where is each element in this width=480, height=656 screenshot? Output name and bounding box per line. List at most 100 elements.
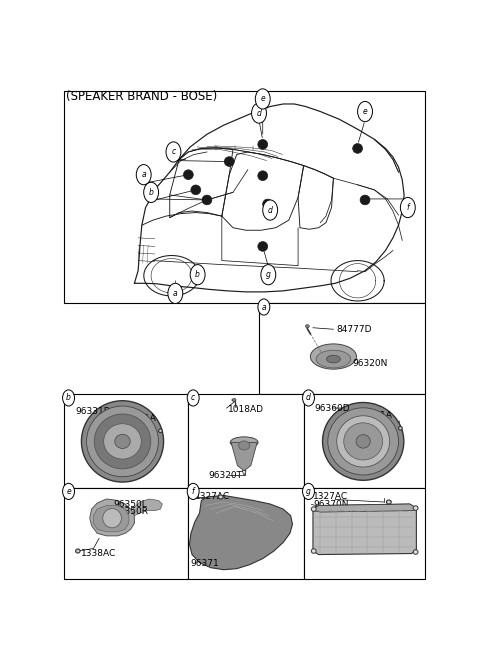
Circle shape (187, 390, 199, 406)
Circle shape (144, 182, 158, 203)
Ellipse shape (258, 171, 268, 180)
Ellipse shape (202, 195, 212, 205)
Ellipse shape (76, 549, 80, 553)
Text: a: a (173, 289, 178, 298)
Text: 96360D: 96360D (314, 403, 350, 413)
Circle shape (258, 299, 270, 315)
Text: b: b (149, 188, 154, 197)
Polygon shape (90, 499, 134, 536)
Text: 1327AC: 1327AC (195, 492, 230, 501)
Text: 1018AD: 1018AD (228, 405, 264, 414)
Ellipse shape (316, 350, 351, 368)
Circle shape (252, 103, 266, 123)
Circle shape (255, 89, 270, 109)
Ellipse shape (323, 403, 404, 480)
Ellipse shape (115, 434, 130, 449)
Bar (64, 91, 424, 304)
Text: 96320N: 96320N (353, 359, 388, 367)
Text: c: c (171, 148, 176, 157)
Text: 96320T: 96320T (209, 471, 243, 480)
Circle shape (263, 200, 277, 220)
Text: d: d (257, 109, 262, 117)
Text: f: f (192, 487, 194, 496)
Circle shape (168, 283, 183, 304)
Bar (188, 488, 304, 579)
Bar (64, 394, 188, 488)
Polygon shape (190, 495, 292, 569)
Ellipse shape (230, 437, 258, 448)
Ellipse shape (305, 325, 309, 328)
Ellipse shape (258, 241, 268, 251)
Text: 96331B: 96331B (75, 407, 110, 416)
Bar (64, 488, 188, 579)
Ellipse shape (183, 170, 193, 180)
Ellipse shape (413, 506, 418, 510)
Text: a: a (142, 170, 146, 179)
Ellipse shape (258, 140, 268, 149)
Text: f: f (407, 203, 409, 212)
Bar (259, 304, 424, 394)
Circle shape (62, 390, 74, 406)
Circle shape (166, 142, 181, 162)
Text: (SPEAKER BRAND - BOSE): (SPEAKER BRAND - BOSE) (66, 90, 217, 103)
Text: 96301A: 96301A (121, 414, 156, 422)
Ellipse shape (344, 423, 383, 460)
Ellipse shape (336, 416, 390, 467)
Text: c: c (191, 394, 195, 402)
Ellipse shape (360, 195, 370, 205)
Circle shape (136, 165, 151, 185)
Ellipse shape (82, 401, 164, 482)
Ellipse shape (312, 507, 316, 512)
Ellipse shape (312, 548, 316, 553)
Text: b: b (195, 270, 200, 279)
Circle shape (261, 264, 276, 285)
Polygon shape (313, 504, 416, 512)
Ellipse shape (158, 429, 162, 432)
Text: g: g (306, 487, 311, 496)
Text: e: e (260, 94, 265, 104)
Text: 96301A: 96301A (358, 411, 393, 420)
Ellipse shape (103, 508, 121, 528)
Ellipse shape (86, 406, 158, 477)
Polygon shape (231, 442, 257, 471)
Circle shape (400, 197, 415, 218)
Circle shape (190, 264, 205, 285)
Text: g: g (266, 270, 271, 279)
Bar (304, 488, 424, 579)
Ellipse shape (232, 398, 236, 401)
Polygon shape (132, 499, 162, 516)
Ellipse shape (218, 495, 223, 499)
Text: 96350R: 96350R (113, 507, 148, 516)
Ellipse shape (386, 500, 391, 504)
Text: b: b (66, 394, 71, 402)
Ellipse shape (353, 144, 362, 154)
Ellipse shape (263, 199, 273, 209)
Ellipse shape (311, 344, 357, 369)
Ellipse shape (224, 157, 234, 167)
Text: 96371: 96371 (190, 559, 219, 568)
Polygon shape (94, 506, 129, 532)
Ellipse shape (239, 441, 250, 450)
Text: d: d (306, 394, 311, 402)
Polygon shape (313, 504, 416, 554)
Circle shape (62, 483, 74, 499)
Text: e: e (66, 487, 71, 496)
Circle shape (302, 483, 314, 499)
Ellipse shape (398, 426, 402, 430)
Ellipse shape (413, 550, 418, 554)
Ellipse shape (326, 356, 340, 363)
Text: e: e (363, 107, 367, 116)
Circle shape (187, 483, 199, 499)
Circle shape (302, 390, 314, 406)
Circle shape (358, 102, 372, 121)
Text: 1327AC: 1327AC (313, 493, 348, 501)
Text: d: d (268, 205, 273, 215)
Ellipse shape (94, 414, 151, 469)
Ellipse shape (356, 435, 370, 448)
Ellipse shape (104, 424, 141, 459)
Bar (304, 394, 424, 488)
Ellipse shape (191, 185, 201, 195)
Text: a: a (262, 302, 266, 312)
Ellipse shape (328, 408, 398, 475)
Text: 96350L: 96350L (113, 500, 147, 509)
